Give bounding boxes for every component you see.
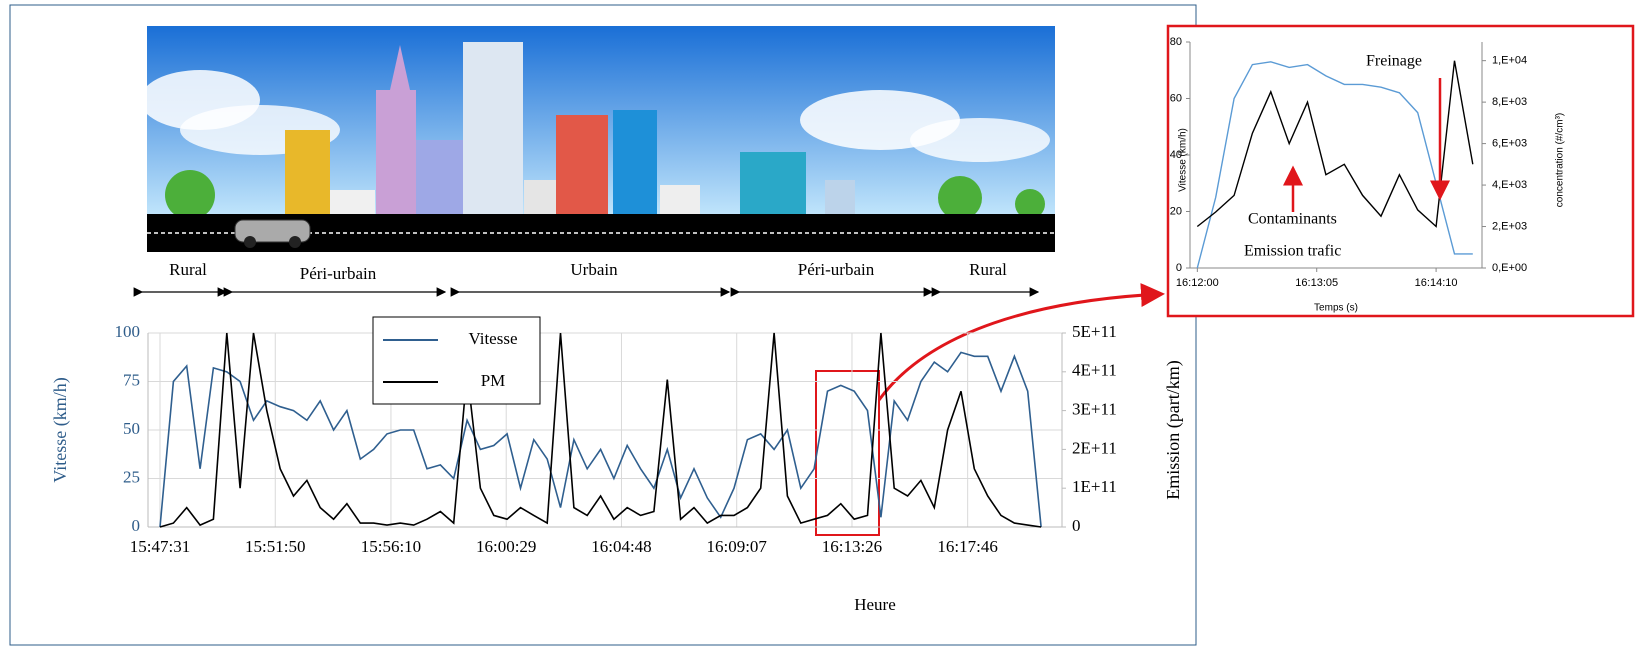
y-tick-label: 0 xyxy=(132,516,141,535)
zone-label: Urbain xyxy=(570,260,618,279)
frame xyxy=(9,4,1197,646)
x-tick-label: 16:14:10 xyxy=(1415,277,1458,289)
zone-label: Péri-urbain xyxy=(300,264,377,283)
x-tick-label: 15:51:50 xyxy=(245,537,305,556)
city-illustration xyxy=(140,26,1055,252)
series-line xyxy=(159,351,1042,528)
inset-y-axis-title: Vitesse (km/h) xyxy=(1178,128,1189,192)
annotation: Contaminants xyxy=(1248,211,1337,228)
y2-tick-label: 8,E+03 xyxy=(1492,96,1527,108)
x-tick-label: 16:04:48 xyxy=(591,537,651,556)
legend-label: Vitesse xyxy=(468,329,517,348)
series-line xyxy=(1196,61,1473,269)
series-line xyxy=(1196,60,1474,228)
highlight-box xyxy=(815,370,880,536)
chart: 0 25 50 75 100 0 1E+11 2E+11 3E+11 4E+11 5E+11 15:4… xyxy=(115,316,1117,556)
y2-axis-title: Emission (part/km) xyxy=(1163,360,1184,499)
chart: 0 20 40 60 80 0,E+00 2,E+03 4,E+03 6,E+03 8,E+03 1… xyxy=(1170,36,1527,289)
y-tick-label: 20 xyxy=(1170,205,1182,217)
y-tick-label: 40 xyxy=(1170,149,1182,161)
y2-tick-label: 4,E+03 xyxy=(1492,179,1527,191)
y-tick-label: 100 xyxy=(115,322,141,341)
y2-tick-label: 4E+11 xyxy=(1072,361,1117,380)
legend-box xyxy=(372,316,541,405)
annotation: Freinage xyxy=(1366,53,1422,70)
x-tick-label: 15:47:31 xyxy=(130,537,190,556)
zone-label: Rural xyxy=(169,260,207,279)
y2-tick-label: 0,E+00 xyxy=(1492,262,1527,274)
y-tick-label: 60 xyxy=(1170,92,1182,104)
y2-tick-label: 5E+11 xyxy=(1072,322,1117,341)
x-axis-title: Heure xyxy=(854,595,896,614)
x-tick-label: 16:12:00 xyxy=(1176,277,1219,289)
annotation: Emission trafic xyxy=(1244,243,1341,260)
y-tick-label: 80 xyxy=(1170,36,1182,48)
y2-tick-label: 2E+11 xyxy=(1072,438,1117,457)
zone-label: Rural xyxy=(969,260,1007,279)
x-tick-label: 16:00:29 xyxy=(476,537,536,556)
y2-tick-label: 1,E+04 xyxy=(1492,55,1527,67)
y2-tick-label: 2,E+03 xyxy=(1492,220,1527,232)
y-axis-title: Vitesse (km/h) xyxy=(50,377,71,482)
y2-tick-label: 0 xyxy=(1072,516,1081,535)
y-tick-label: 75 xyxy=(123,370,140,389)
y-tick-label: 0 xyxy=(1176,262,1182,274)
legend-label: PM xyxy=(481,371,506,390)
link-arrow xyxy=(877,283,1165,401)
inset-x-axis-title: Temps (s) xyxy=(1314,303,1358,314)
y2-tick-label: 6,E+03 xyxy=(1492,138,1527,150)
y-tick-label: 50 xyxy=(123,419,140,438)
y2-tick-label: 1E+11 xyxy=(1072,477,1117,496)
y2-tick-label: 3E+11 xyxy=(1072,400,1117,419)
x-tick-label: 16:09:07 xyxy=(706,537,767,556)
y-tick-label: 25 xyxy=(123,467,140,486)
x-tick-label: 16:13:26 xyxy=(822,537,882,556)
series-line xyxy=(159,332,1042,528)
zone-label: Péri-urbain xyxy=(798,260,875,279)
x-tick-label: 16:17:46 xyxy=(937,537,997,556)
x-tick-label: 16:13:05 xyxy=(1295,277,1338,289)
x-tick-label: 15:56:10 xyxy=(361,537,421,556)
inset-y2-axis-title: concentration (#/cm³) xyxy=(1555,113,1566,207)
